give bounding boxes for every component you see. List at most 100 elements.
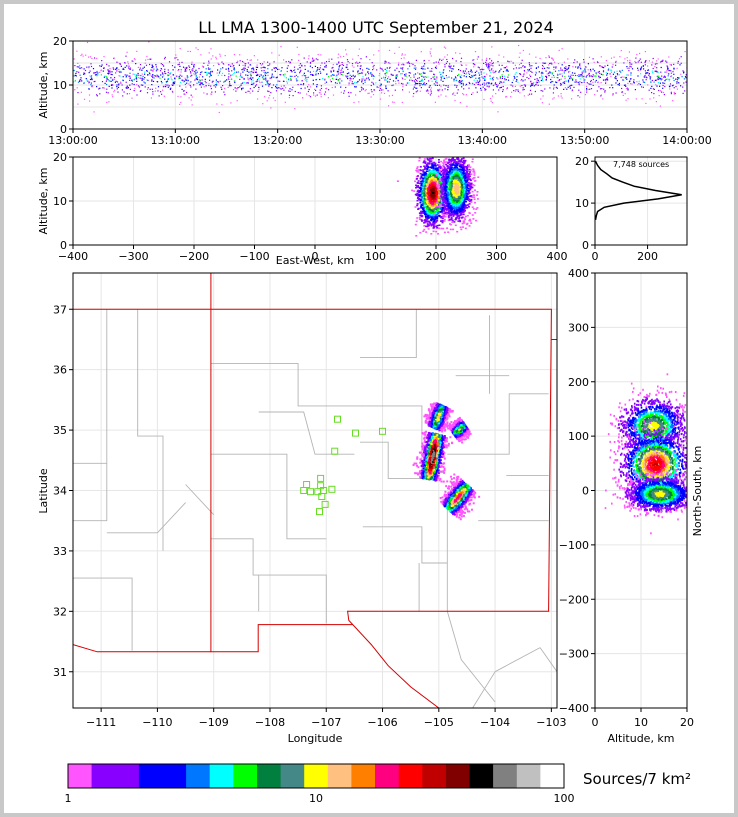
figure-canvas: LL LMA 1300-1400 UTC September 21, 2024 … xyxy=(37,18,712,805)
east-west-y-tick-label: 0 xyxy=(60,239,67,252)
plan-view-y-tick-label: 36 xyxy=(53,364,67,377)
plan-view-stations xyxy=(300,415,386,516)
plan-view-panel: −111 −110 −109 −108 −107 −106 −105 −104 −103 31 32… xyxy=(37,272,566,745)
time-height-ylabel: Altitude, km xyxy=(37,51,50,118)
altitude-north-south-y-tick-label: 200 xyxy=(568,376,589,389)
station-marker xyxy=(316,508,323,516)
east-west-sources xyxy=(73,157,557,245)
colorbar-swatch xyxy=(493,764,518,788)
colorbar-swatch xyxy=(375,764,400,788)
plan-view-sources xyxy=(412,402,481,521)
time-height-y-tick-label: 10 xyxy=(53,79,67,92)
altitude-north-south-x-tick-label: 20 xyxy=(680,716,694,729)
county-border xyxy=(185,484,215,516)
county-border xyxy=(360,441,422,479)
east-west-y-tick-label: 10 xyxy=(53,195,67,208)
colorbar-label: Sources/7 km² xyxy=(583,770,691,788)
county-border xyxy=(447,393,549,455)
plan-view-x-tick-label: −109 xyxy=(199,716,229,729)
altitude-north-south-y-tick-label: 400 xyxy=(568,267,589,280)
altitude-histogram-data xyxy=(595,157,687,245)
colorbar-tick-label: 10 xyxy=(309,792,323,805)
plan-view-y-tick-label: 35 xyxy=(53,424,67,437)
county-border xyxy=(210,538,327,624)
plan-view-x-tick-label: −103 xyxy=(536,716,566,729)
plan-view-ylabel: Latitude xyxy=(37,468,50,514)
lma-figure: LL LMA 1300-1400 UTC September 21, 2024 … xyxy=(4,4,734,813)
altitude-north-south-y-tick-label: −300 xyxy=(559,648,589,661)
plan-view-x-tick-label: −111 xyxy=(86,716,116,729)
county-border xyxy=(362,526,448,564)
colorbar-swatch xyxy=(162,764,187,788)
colorbar-swatch xyxy=(257,764,282,788)
plan-view-y-tick-label: 31 xyxy=(53,666,67,679)
colorbar-swatch xyxy=(233,764,258,788)
colorbar-swatch xyxy=(115,764,140,788)
colorbar-swatch xyxy=(516,764,541,788)
state-border xyxy=(210,273,353,653)
east-west-x-tick-label: −300 xyxy=(118,250,148,263)
state-border xyxy=(73,644,211,653)
plan-view-x-tick-label: −107 xyxy=(311,716,341,729)
colorbar-tick-label: 1 xyxy=(65,792,72,805)
station-marker xyxy=(321,500,329,508)
time-height-x-tick-label: 13:50:00 xyxy=(560,134,609,147)
colorbar-swatch xyxy=(469,764,494,788)
plan-view-x-tick-label: −108 xyxy=(255,716,285,729)
colorbar-tick-label: 100 xyxy=(554,792,575,805)
county-border xyxy=(539,647,557,672)
altitude-histogram-frame xyxy=(594,156,688,246)
altitude-histogram-y-tick-label: 10 xyxy=(575,197,589,210)
colorbar-swatch xyxy=(398,764,423,788)
county-border xyxy=(106,502,186,534)
station-marker xyxy=(331,447,339,455)
county-border xyxy=(210,453,327,540)
station-marker xyxy=(300,487,308,494)
colorbar-swatch xyxy=(304,764,329,788)
altitude-density-profile xyxy=(595,160,682,221)
plan-view-y-tick-label: 32 xyxy=(53,605,67,618)
altitude-north-south-y-tick-label: −200 xyxy=(559,593,589,606)
time-height-x-tick-label: 13:20:00 xyxy=(253,134,302,147)
east-west-x-tick-label: −100 xyxy=(239,250,269,263)
colorbar-swatch xyxy=(445,764,470,788)
plan-view-map xyxy=(73,273,557,708)
station-marker xyxy=(352,429,359,437)
altitude-histogram-axes: 0 200 0 10 20 xyxy=(575,155,658,263)
altitude-north-south-xlabel: Altitude, km xyxy=(607,732,674,745)
county-border xyxy=(137,309,164,551)
east-west-axes: −400 −300 −200 −100 0 100 200 300 400 0 10 20 xyxy=(53,151,568,263)
colorbar-swatch xyxy=(186,764,211,788)
east-west-xlabel: East-West, km xyxy=(276,254,354,267)
time-height-y-tick-label: 0 xyxy=(60,123,67,136)
county-border xyxy=(494,647,541,673)
county-border xyxy=(210,363,366,407)
colorbar-swatch xyxy=(68,764,93,788)
time-height-panel: 13:00:00 13:10:00 13:20:00 13:30:00 13:40:00… xyxy=(37,35,712,147)
time-height-y-tick-label: 20 xyxy=(53,35,67,48)
colorbar-swatch xyxy=(91,764,116,788)
altitude-north-south-x-tick-label: 10 xyxy=(634,716,648,729)
time-height-x-tick-label: 13:40:00 xyxy=(458,134,507,147)
plan-view-x-tick-label: −106 xyxy=(367,716,397,729)
east-west-x-tick-label: 100 xyxy=(365,250,386,263)
plan-view-x-tick-label: −110 xyxy=(142,716,172,729)
colorbar-swatch xyxy=(422,764,447,788)
altitude-north-south-y-tick-label: −400 xyxy=(559,702,589,715)
altitude-histogram-panel: 0 200 0 10 20 7,748 sources xyxy=(575,155,688,263)
station-marker xyxy=(318,493,326,500)
plan-view-y-tick-label: 37 xyxy=(53,303,67,316)
colorbar-swatch xyxy=(351,764,376,788)
time-height-axes: 13:00:00 13:10:00 13:20:00 13:30:00 13:40:00… xyxy=(48,35,711,147)
colorbar: 1 10 100 xyxy=(65,764,575,805)
east-west-x-tick-label: 200 xyxy=(426,250,447,263)
figure-title: LL LMA 1300-1400 UTC September 21, 2024 xyxy=(198,18,554,37)
plan-view-axes: −111 −110 −109 −108 −107 −106 −105 −104 −103 31 32… xyxy=(53,303,566,729)
plan-view-x-tick-label: −105 xyxy=(424,716,454,729)
east-west-x-tick-label: 400 xyxy=(547,250,568,263)
altitude-north-south-y-tick-label: 0 xyxy=(582,485,589,498)
east-west-x-tick-label: −200 xyxy=(179,250,209,263)
state-border xyxy=(210,308,552,708)
time-height-sources xyxy=(73,41,687,129)
altitude-north-south-y-tick-label: 300 xyxy=(568,321,589,334)
